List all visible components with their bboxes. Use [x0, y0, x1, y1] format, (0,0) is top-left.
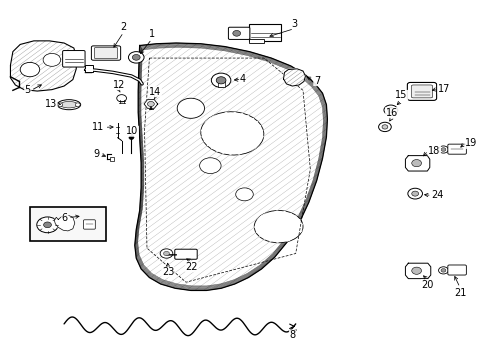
- Circle shape: [381, 125, 387, 129]
- Text: 10: 10: [126, 126, 138, 136]
- Text: 1: 1: [148, 29, 155, 39]
- Circle shape: [440, 148, 445, 151]
- Text: 5: 5: [24, 85, 31, 95]
- Ellipse shape: [201, 112, 264, 155]
- Circle shape: [199, 158, 221, 174]
- FancyBboxPatch shape: [228, 27, 249, 40]
- Circle shape: [43, 222, 51, 228]
- Circle shape: [407, 188, 422, 199]
- FancyBboxPatch shape: [91, 46, 121, 60]
- Text: 24: 24: [431, 190, 443, 201]
- Circle shape: [129, 136, 134, 139]
- Circle shape: [438, 267, 447, 274]
- Circle shape: [232, 31, 240, 36]
- Text: 12: 12: [112, 80, 124, 90]
- Circle shape: [216, 77, 225, 84]
- Circle shape: [117, 95, 126, 102]
- Circle shape: [128, 51, 144, 63]
- Text: 6: 6: [62, 213, 68, 222]
- Text: 8: 8: [289, 330, 295, 340]
- Circle shape: [386, 108, 393, 113]
- FancyBboxPatch shape: [407, 82, 436, 100]
- Text: 16: 16: [385, 108, 397, 118]
- Circle shape: [411, 191, 418, 196]
- FancyBboxPatch shape: [249, 24, 281, 41]
- FancyBboxPatch shape: [217, 81, 224, 87]
- Circle shape: [440, 269, 445, 272]
- Circle shape: [438, 146, 447, 153]
- Text: 18: 18: [427, 145, 440, 156]
- Polygon shape: [135, 43, 327, 291]
- FancyBboxPatch shape: [174, 249, 197, 259]
- Circle shape: [163, 251, 169, 256]
- Circle shape: [75, 103, 80, 107]
- Polygon shape: [405, 263, 430, 279]
- Polygon shape: [283, 69, 305, 86]
- Text: 15: 15: [394, 90, 407, 100]
- FancyBboxPatch shape: [30, 207, 105, 241]
- Text: 13: 13: [45, 99, 57, 109]
- Ellipse shape: [60, 102, 78, 108]
- FancyBboxPatch shape: [447, 144, 466, 154]
- Circle shape: [411, 159, 421, 167]
- Circle shape: [177, 98, 204, 118]
- Text: 2: 2: [120, 22, 126, 32]
- Text: 22: 22: [185, 262, 198, 272]
- Text: 20: 20: [420, 280, 433, 290]
- Circle shape: [147, 102, 154, 107]
- Text: 4: 4: [239, 74, 245, 84]
- Circle shape: [43, 53, 61, 66]
- Circle shape: [211, 73, 230, 87]
- Text: 23: 23: [162, 267, 174, 277]
- Text: 7: 7: [313, 76, 319, 86]
- Circle shape: [378, 122, 390, 132]
- Text: 3: 3: [290, 19, 297, 29]
- FancyBboxPatch shape: [83, 220, 95, 229]
- Text: 19: 19: [464, 139, 476, 148]
- Circle shape: [20, 62, 40, 77]
- FancyBboxPatch shape: [249, 40, 264, 43]
- FancyBboxPatch shape: [62, 50, 85, 67]
- FancyBboxPatch shape: [410, 85, 432, 98]
- Polygon shape: [144, 100, 158, 108]
- Circle shape: [58, 103, 62, 107]
- Circle shape: [383, 105, 397, 115]
- FancyBboxPatch shape: [447, 265, 466, 275]
- FancyBboxPatch shape: [110, 157, 114, 161]
- FancyBboxPatch shape: [84, 65, 93, 72]
- Circle shape: [235, 188, 253, 201]
- Polygon shape: [54, 215, 75, 231]
- FancyBboxPatch shape: [94, 48, 118, 58]
- Text: 11: 11: [92, 122, 104, 132]
- Ellipse shape: [57, 100, 81, 110]
- Text: 17: 17: [437, 84, 449, 94]
- Text: 21: 21: [453, 288, 465, 298]
- Circle shape: [411, 267, 421, 274]
- Polygon shape: [10, 41, 76, 91]
- Circle shape: [37, 217, 58, 233]
- Polygon shape: [405, 156, 429, 171]
- Text: 14: 14: [149, 87, 161, 97]
- Ellipse shape: [254, 211, 303, 243]
- Circle shape: [132, 54, 140, 60]
- Circle shape: [160, 249, 172, 258]
- Text: 9: 9: [93, 149, 100, 159]
